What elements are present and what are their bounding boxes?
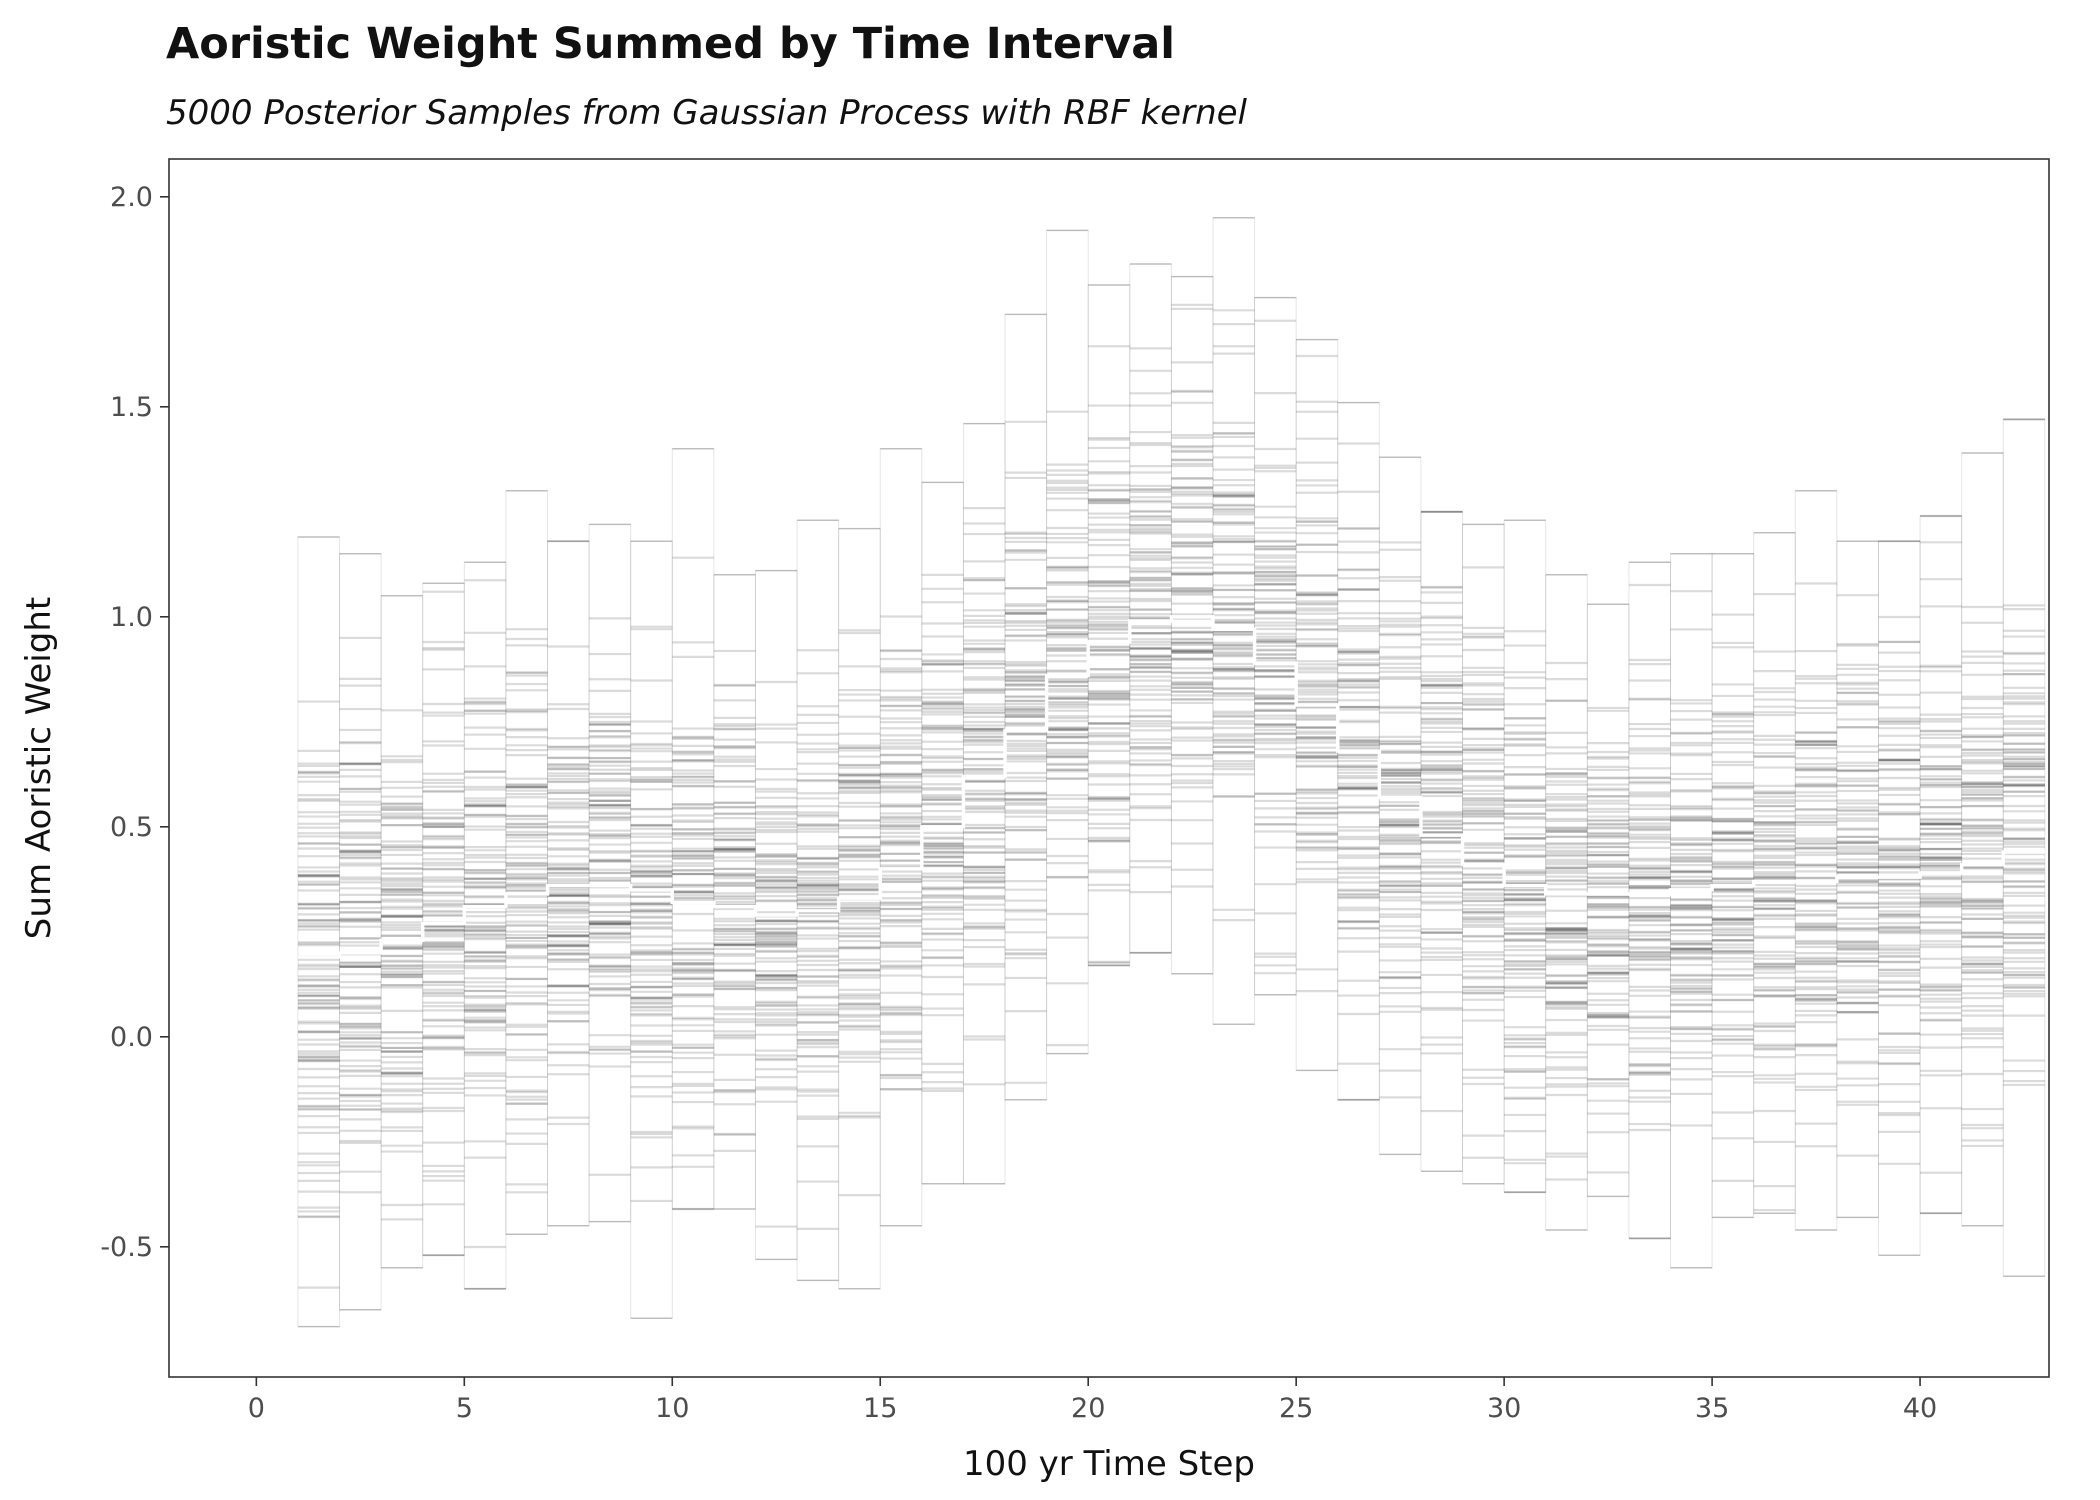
interval-samples <box>1545 574 1588 1231</box>
interval-samples <box>630 540 673 1319</box>
x-tick-label: 35 <box>1695 1393 1729 1424</box>
interval-envelope <box>505 490 548 1235</box>
y-axis-title: Sum Aoristic Weight <box>19 597 59 939</box>
chart-title: Aoristic Weight Summed by Time Interval <box>166 19 1175 69</box>
interval-samples <box>713 574 756 1210</box>
interval-envelope <box>1794 490 1838 1231</box>
x-tick-label: 15 <box>863 1393 897 1424</box>
interval-samples <box>838 527 881 1290</box>
interval-samples <box>1795 490 1837 1231</box>
interval-envelope <box>2002 418 2046 1277</box>
interval-envelope <box>1586 603 1630 1197</box>
interval-envelope <box>1503 519 1547 1193</box>
interval-samples <box>1504 519 1546 1194</box>
sample-envelopes <box>297 217 2046 1328</box>
interval-envelope <box>546 540 590 1227</box>
interval-samples <box>381 595 423 1269</box>
y-tick-label: -0.5 <box>100 1232 153 1263</box>
y-tick-label: 0.5 <box>110 812 153 843</box>
mean-step-line <box>297 615 2045 959</box>
interval-samples <box>1753 532 1796 1214</box>
interval-samples <box>547 540 590 1227</box>
plot-border <box>168 158 2050 1378</box>
x-tick-label: 5 <box>456 1393 473 1424</box>
interval-envelope <box>713 574 756 1210</box>
interval-samples <box>589 523 631 1223</box>
interval-samples <box>1005 313 1047 1101</box>
interval-samples <box>422 582 465 1257</box>
interval-samples <box>1296 338 1338 1072</box>
y-tick-label: 2.0 <box>110 182 153 213</box>
x-axis: 0 5 10 15 20 25 30 35 40 <box>248 1377 1937 1424</box>
interval-samples <box>1920 514 1962 1215</box>
interval-samples <box>1337 401 1380 1101</box>
x-axis-title: 100 yr Time Step <box>963 1444 1255 1484</box>
interval-samples <box>880 448 922 1227</box>
x-tick-label: 40 <box>1903 1393 1937 1424</box>
interval-samples <box>1088 284 1130 967</box>
interval-samples <box>1046 229 1089 1055</box>
x-tick-label: 30 <box>1487 1393 1521 1424</box>
interval-samples <box>1712 553 1754 1219</box>
posterior-samples <box>297 217 2045 1328</box>
interval-samples <box>1129 263 1172 954</box>
interval-envelope <box>1670 553 1713 1269</box>
interval-samples <box>505 490 548 1235</box>
x-tick-label: 25 <box>1279 1393 1313 1424</box>
x-tick-label: 10 <box>655 1393 689 1424</box>
interval-envelope <box>339 553 382 1311</box>
interval-samples <box>1462 523 1505 1185</box>
x-tick-label: 0 <box>248 1393 265 1424</box>
interval-samples <box>464 561 506 1290</box>
interval-envelope <box>671 448 715 1210</box>
interval-envelope <box>1545 574 1588 1231</box>
interval-samples <box>1878 540 1921 1256</box>
interval-samples <box>1628 561 1671 1240</box>
interval-samples <box>1587 603 1629 1198</box>
interval-envelope <box>297 536 341 1328</box>
y-tick-label: 1.5 <box>110 392 153 423</box>
x-tick-label: 20 <box>1071 1393 1105 1424</box>
plot-panel <box>169 159 2049 1377</box>
y-tick-label: 1.0 <box>110 602 153 633</box>
interval-samples <box>921 481 964 1185</box>
interval-samples <box>2003 418 2045 1277</box>
interval-samples <box>1961 452 2004 1227</box>
interval-samples <box>1836 540 1879 1219</box>
interval-samples <box>1171 275 1213 975</box>
interval-envelope <box>1877 540 1921 1256</box>
interval-samples <box>1420 510 1463 1172</box>
y-tick-label: 0.0 <box>110 1022 153 1053</box>
interval-envelope <box>1753 532 1796 1214</box>
interval-samples <box>963 422 1006 1185</box>
interval-envelope <box>463 561 507 1290</box>
interval-envelope <box>1961 452 2004 1227</box>
interval-envelope <box>1129 263 1172 954</box>
interval-samples <box>1254 296 1297 996</box>
y-axis: -0.5 0.0 0.5 1.0 1.5 2.0 <box>100 182 169 1263</box>
interval-envelope <box>588 523 632 1223</box>
interval-envelope <box>630 540 673 1319</box>
interval-samples <box>1212 217 1255 1025</box>
interval-samples <box>297 536 340 1328</box>
interval-samples <box>1379 456 1421 1156</box>
chart-subtitle: 5000 Posterior Samples from Gaussian Pro… <box>166 93 1248 133</box>
interval-samples <box>1670 553 1713 1269</box>
interval-envelope <box>1628 561 1672 1239</box>
